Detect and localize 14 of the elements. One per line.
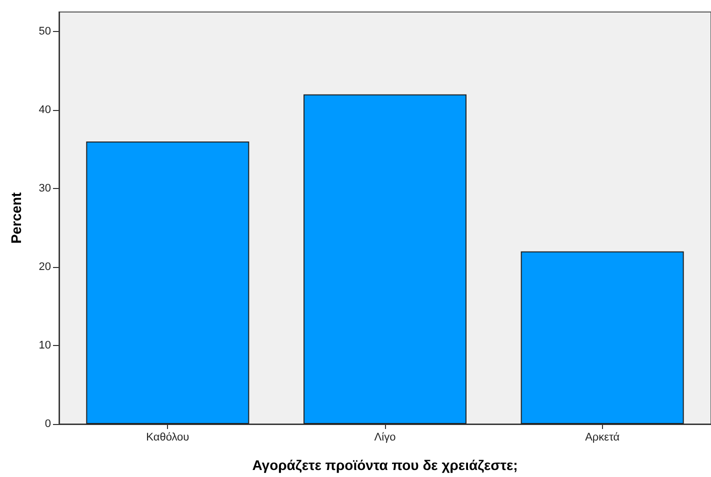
- y-tick-label: 10: [38, 340, 51, 352]
- x-tick-label: Αρκετά: [585, 432, 620, 444]
- y-tick-label: 20: [38, 261, 51, 274]
- bar: [520, 251, 684, 424]
- y-tick-label: 30: [38, 182, 51, 195]
- bar: [86, 141, 250, 424]
- x-tick-label: Καθόλου: [146, 432, 190, 444]
- bar: [304, 94, 466, 424]
- y-tick-label: 40: [38, 104, 51, 116]
- x-tick-label: Λίγο: [374, 432, 396, 444]
- y-tick-label: 50: [38, 26, 51, 38]
- y-axis-title: Percent: [8, 192, 24, 244]
- x-axis-title: Αγοράζετε προϊόντα που δε χρειάζεστε;: [252, 457, 518, 473]
- y-tick-label: 0: [44, 418, 51, 430]
